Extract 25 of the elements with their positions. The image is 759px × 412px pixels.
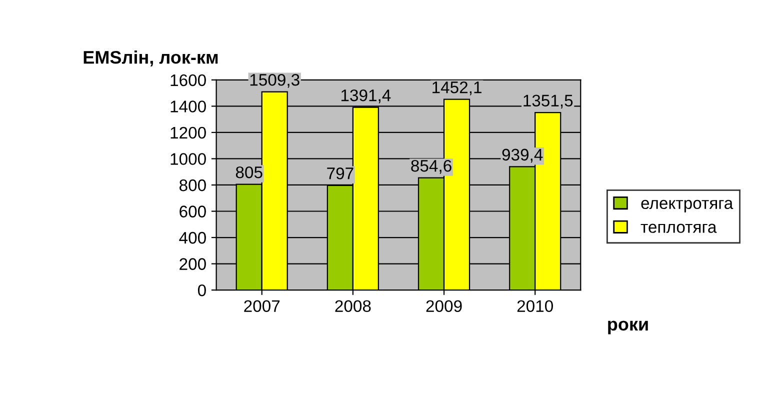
x-tick-label: 2010: [517, 300, 553, 312]
y-tick-label: 400: [179, 232, 206, 244]
y-tick-label: 200: [180, 258, 206, 270]
y-tick-label: 1600: [170, 74, 206, 86]
x-tick-label: 2008: [335, 300, 371, 312]
data-label: 1509,3: [250, 74, 300, 88]
legend-label: теплотяга: [640, 224, 717, 233]
y-tick-label: 1000: [170, 153, 206, 165]
data-label: 1452,1: [432, 81, 482, 96]
x-tick-label: 2007: [244, 300, 280, 312]
data-label: 805: [236, 166, 262, 178]
y-tick-label: 800: [180, 179, 206, 192]
x-tick-label: 2009: [426, 300, 462, 312]
data-label: 797: [327, 168, 354, 180]
y-tick-label: 0: [198, 284, 206, 296]
legend-label: електротяга: [641, 200, 734, 212]
y-tick-label: 1200: [170, 126, 206, 139]
y-axis-title: EMSлін, лок-км: [84, 50, 218, 66]
y-tick-label: 1400: [170, 100, 206, 112]
y-tick-label: 600: [180, 206, 206, 218]
data-label: 939,4: [502, 148, 543, 163]
x-axis-title: роки: [608, 320, 648, 334]
data-label: 1391,4: [341, 89, 391, 104]
data-label: 854,6: [411, 160, 452, 174]
data-label: 1351,5: [524, 94, 573, 108]
